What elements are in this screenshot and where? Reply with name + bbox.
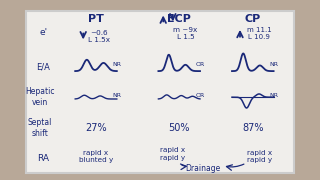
Text: Septal
shift: Septal shift: [28, 118, 52, 138]
Text: CP: CP: [245, 14, 261, 24]
Text: Drainage: Drainage: [186, 164, 221, 173]
Text: L 10.9: L 10.9: [248, 34, 270, 40]
Text: ECP: ECP: [167, 14, 191, 24]
Text: RA: RA: [37, 154, 49, 163]
Text: rapid x
blunted y: rapid x blunted y: [79, 150, 113, 163]
Text: Hepatic
vein: Hepatic vein: [25, 87, 55, 107]
Text: m 11.1: m 11.1: [247, 27, 272, 33]
FancyBboxPatch shape: [26, 11, 294, 173]
Text: NR: NR: [269, 93, 278, 98]
Text: e': e': [39, 28, 47, 37]
Text: m ~9x: m ~9x: [173, 27, 198, 33]
Text: OR: OR: [196, 93, 204, 98]
Text: rapid x
rapid y: rapid x rapid y: [247, 150, 272, 163]
Text: rapid x
rapid y: rapid x rapid y: [160, 147, 185, 161]
Text: NR: NR: [112, 62, 121, 67]
Text: PT: PT: [88, 14, 104, 24]
Text: ~0.6
L 1.5x: ~0.6 L 1.5x: [88, 30, 110, 42]
Text: 50%: 50%: [168, 123, 190, 133]
Text: OR: OR: [196, 62, 204, 67]
Text: E/A: E/A: [36, 62, 50, 71]
Text: 87%: 87%: [242, 123, 264, 133]
Text: 27%: 27%: [85, 123, 107, 133]
Text: NR: NR: [112, 93, 121, 98]
Text: L 1.5: L 1.5: [177, 34, 195, 40]
Text: NR: NR: [269, 62, 278, 67]
